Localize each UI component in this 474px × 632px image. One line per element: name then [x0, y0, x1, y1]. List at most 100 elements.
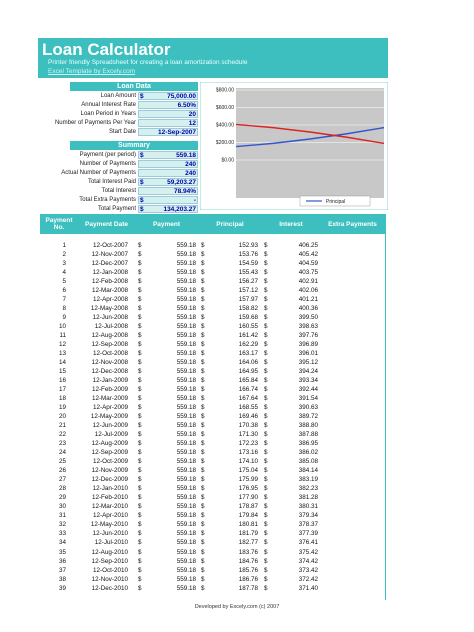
field-value: 20 [188, 111, 196, 118]
currency: $ [264, 404, 268, 412]
payment-no: 37 [58, 566, 66, 574]
amount: 180.81 [238, 521, 258, 529]
column-header: Payment Date [85, 220, 128, 228]
payment-no: 32 [58, 521, 66, 529]
currency: $ [138, 376, 142, 384]
payment-date: 12-May-2009 [90, 413, 128, 421]
amount: 559.18 [176, 250, 196, 258]
amount: 401.21 [298, 295, 318, 303]
legend-box [299, 195, 371, 207]
currency: $ [138, 241, 142, 249]
amount: 559.18 [176, 521, 196, 529]
field-value: 134,203.27 [163, 206, 196, 213]
payment-date: 12-Jun-2010 [92, 530, 128, 538]
currency: $ [201, 422, 205, 430]
currency: $ [264, 494, 268, 502]
field-label: Total Interest [101, 188, 136, 194]
amount: 388.80 [298, 422, 318, 430]
field-cell [138, 160, 198, 168]
currency: $ [264, 340, 268, 348]
payment-date: 12-Apr-2008 [92, 295, 128, 303]
payment-date: 12-Dec-2008 [91, 367, 128, 375]
currency: $ [264, 431, 268, 439]
right-border [385, 214, 386, 600]
field-value: 75,000.00 [167, 93, 196, 100]
amount: 406.25 [298, 241, 318, 249]
amount: 172.23 [238, 440, 258, 448]
amount: 379.34 [298, 512, 318, 520]
payment-date: 12-May-2010 [90, 521, 128, 529]
payment-date: 12-Dec-2007 [91, 259, 128, 267]
amount: 371.40 [298, 584, 318, 592]
amount: 164.06 [238, 358, 258, 366]
payment-date: 12-Aug-2008 [91, 331, 128, 339]
currency: $ [264, 295, 268, 303]
payment-date: 12-Nov-2010 [91, 575, 128, 583]
currency: $ [201, 358, 205, 366]
amount: 159.68 [238, 313, 258, 321]
field-label: Payment (per period) [79, 152, 136, 158]
amount: 179.84 [238, 512, 258, 520]
amount: 384.14 [298, 467, 318, 475]
amount: 164.95 [238, 367, 258, 375]
currency: $ [201, 322, 205, 330]
currency: $ [264, 503, 268, 511]
currency: $ [264, 322, 268, 330]
currency: $ [138, 340, 142, 348]
amount: 166.74 [238, 385, 258, 393]
amount: 160.55 [238, 322, 258, 330]
series-line [235, 126, 385, 148]
currency: $ [264, 422, 268, 430]
panel-header: Loan Data [70, 82, 198, 91]
currency: $ [264, 476, 268, 484]
template-link[interactable]: Excel Template by Excely.com [48, 68, 136, 75]
amount: 163.17 [238, 349, 258, 357]
currency: $ [138, 503, 142, 511]
field-cell [138, 128, 198, 136]
payment-date: 12-Sep-2009 [91, 449, 128, 457]
payment-no: 35 [58, 548, 66, 556]
y-tick-label: $400.00 [216, 122, 234, 128]
currency: $ [201, 385, 205, 393]
currency: $ [138, 539, 142, 547]
payment-no: 10 [58, 322, 66, 330]
field-label: Actual Number of Payments [61, 170, 136, 176]
amount: 156.27 [238, 277, 258, 285]
currency: $ [138, 440, 142, 448]
field-cell [138, 178, 198, 186]
payment-no: 29 [58, 494, 66, 502]
currency: $ [201, 367, 205, 375]
currency: $ [264, 530, 268, 538]
subtitle: Printer friendly Spreadsheet for creatin… [48, 59, 248, 66]
amount: 559.18 [176, 494, 196, 502]
currency: $ [201, 476, 205, 484]
amount: 152.93 [238, 241, 258, 249]
amount: 390.63 [298, 404, 318, 412]
amount: 389.72 [298, 413, 318, 421]
currency: $ [138, 304, 142, 312]
currency: $ [140, 152, 144, 159]
amount: 382.23 [298, 485, 318, 493]
currency: $ [264, 458, 268, 466]
payment-no: 6 [62, 286, 66, 294]
amount: 175.99 [238, 476, 258, 484]
field-cell [138, 110, 198, 118]
field-label: Number of Payments [79, 161, 136, 167]
amount: 184.76 [238, 557, 258, 565]
amount: 559.18 [176, 503, 196, 511]
currency: $ [264, 385, 268, 393]
currency: $ [201, 376, 205, 384]
amount: 559.18 [176, 395, 196, 402]
currency: $ [201, 250, 205, 258]
amount: 559.18 [176, 404, 196, 412]
amount: 157.12 [238, 286, 258, 294]
payment-no: 14 [58, 358, 66, 366]
field-cell [138, 101, 198, 109]
currency: $ [264, 575, 268, 583]
payment-date: 12-Jul-2010 [94, 539, 128, 547]
currency: $ [264, 277, 268, 285]
field-label: Total Interest Paid [87, 179, 136, 185]
amount: 153.76 [238, 250, 258, 258]
amount: 559.18 [176, 566, 196, 574]
